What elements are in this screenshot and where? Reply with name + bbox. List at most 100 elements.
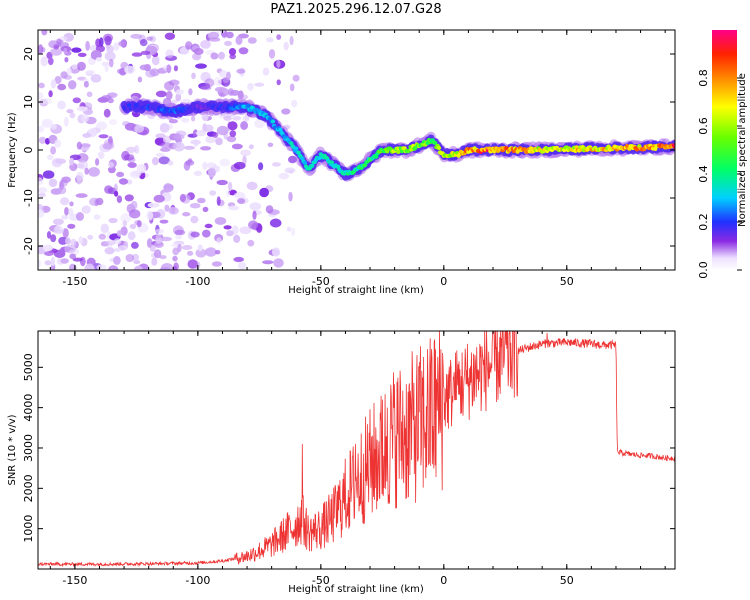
- heatmap-cell: [200, 146, 212, 151]
- y-tick-label: 1000: [22, 515, 35, 543]
- heatmap-cell: [155, 152, 165, 158]
- heatmap-cell: [42, 170, 55, 179]
- heatmap-cell: [235, 35, 243, 46]
- heatmap-cell: [242, 155, 247, 166]
- heatmap-cell: [195, 248, 207, 258]
- heatmap-cell: [172, 265, 177, 270]
- y-tick-label: 20: [22, 47, 35, 61]
- heatmap-cell: [187, 250, 194, 256]
- heatmap-cell: [63, 47, 68, 55]
- heatmap-cell: [41, 98, 53, 105]
- y-tick-label: 2000: [22, 474, 35, 502]
- heatmap-cell: [291, 227, 296, 236]
- ridge-core: [270, 119, 276, 124]
- heatmap-cell: [173, 65, 178, 72]
- heatmap-cell: [93, 214, 101, 220]
- heatmap-cell: [267, 142, 274, 147]
- heatmap-cell: [120, 226, 128, 236]
- heatmap-cell: [50, 256, 56, 267]
- heatmap-cell: [95, 158, 100, 166]
- heatmap-cell: [38, 259, 41, 268]
- heatmap-cell: [154, 241, 164, 248]
- heatmap-cell: [205, 247, 217, 257]
- heatmap-cell: [48, 90, 53, 98]
- heatmap-cell: [60, 71, 68, 79]
- heatmap-cell: [193, 170, 203, 177]
- heatmap-cell: [127, 231, 136, 241]
- heatmap-cell: [76, 106, 88, 112]
- heatmap-cell: [175, 93, 182, 102]
- heatmap-cell: [53, 44, 59, 50]
- heatmap-cell: [38, 208, 45, 218]
- heatmap-cell: [120, 213, 132, 223]
- heatmap-cell: [188, 88, 193, 96]
- heatmap-cell: [228, 48, 237, 56]
- heatmap-cell: [239, 226, 252, 235]
- heatmap-cell: [164, 81, 175, 91]
- heatmap-cell: [216, 179, 228, 186]
- heatmap-cell: [60, 258, 69, 264]
- heatmap-cell: [174, 229, 186, 236]
- heatmap-cell: [124, 65, 136, 75]
- ridge-core: [310, 163, 315, 168]
- heatmap-cell: [71, 47, 82, 53]
- x-axis-label: Height of straight line (km): [288, 285, 424, 296]
- heatmap-cell: [38, 187, 48, 194]
- heatmap-cell: [50, 234, 57, 243]
- heatmap-cell: [127, 162, 137, 168]
- heatmap-cell: [125, 146, 137, 153]
- heatmap-cell: [159, 123, 170, 133]
- heatmap-cell: [184, 145, 195, 150]
- heatmap-cell: [223, 115, 232, 121]
- heatmap-cell: [107, 161, 115, 169]
- y-axis-ticks: -20 -10 0 10 20: [22, 47, 675, 255]
- heatmap-cell: [57, 100, 66, 110]
- heatmap-cell: [189, 203, 201, 209]
- heatmap-cell: [78, 236, 84, 244]
- heatmap-cell: [104, 62, 109, 73]
- heatmap-cell: [289, 83, 295, 92]
- heatmap-cell: [226, 71, 231, 81]
- heatmap-cell: [69, 157, 75, 166]
- y-tick-label: 4000: [22, 394, 35, 422]
- heatmap-cell: [81, 114, 89, 123]
- heatmap-cell: [40, 56, 48, 67]
- heatmap-cell: [44, 260, 52, 266]
- heatmap-cell: [191, 72, 196, 80]
- heatmap-cell: [72, 257, 84, 262]
- heatmap-cell: [98, 233, 107, 240]
- heatmap-cell: [166, 64, 172, 74]
- heatmap-cell: [158, 156, 170, 165]
- heatmap-cell: [259, 187, 269, 198]
- heatmap-cell: [219, 70, 228, 78]
- heatmap-cell: [238, 262, 247, 270]
- heatmap-cell: [104, 185, 113, 194]
- heatmap-cell: [216, 237, 222, 245]
- snr-panel: -150 -100 -50 0 50 1000 2000 3000 4000 5000 Heig…: [7, 330, 676, 595]
- ridge-core: [672, 145, 675, 149]
- heatmap-cell: [233, 234, 241, 243]
- heatmap-cell: [214, 86, 227, 93]
- heatmap-cell: [215, 137, 223, 146]
- heatmap-cell: [62, 228, 69, 238]
- ridge-core: [335, 164, 341, 169]
- heatmap-cell: [69, 201, 74, 207]
- heatmap-cell: [247, 239, 255, 247]
- heatmap-cell: [84, 263, 95, 270]
- y-axis-ticks-bottom: 1000 2000 3000 4000 5000: [22, 353, 675, 543]
- heatmap-cell: [140, 50, 151, 56]
- x-tick-label: -150: [62, 574, 87, 587]
- heatmap-cell: [50, 146, 56, 155]
- heatmap-cell: [167, 160, 174, 166]
- heatmap-cell: [104, 247, 115, 255]
- colorbar-gradient: [712, 30, 737, 270]
- heatmap-cell: [254, 119, 265, 129]
- heatmap-cell: [121, 150, 130, 161]
- heatmap-cell: [48, 178, 58, 188]
- heatmap-cell: [134, 124, 145, 133]
- heatmap-cell: [57, 186, 67, 195]
- heatmap-cell: [146, 210, 154, 221]
- heatmap-cell: [155, 133, 166, 139]
- heatmap-cell: [210, 52, 219, 60]
